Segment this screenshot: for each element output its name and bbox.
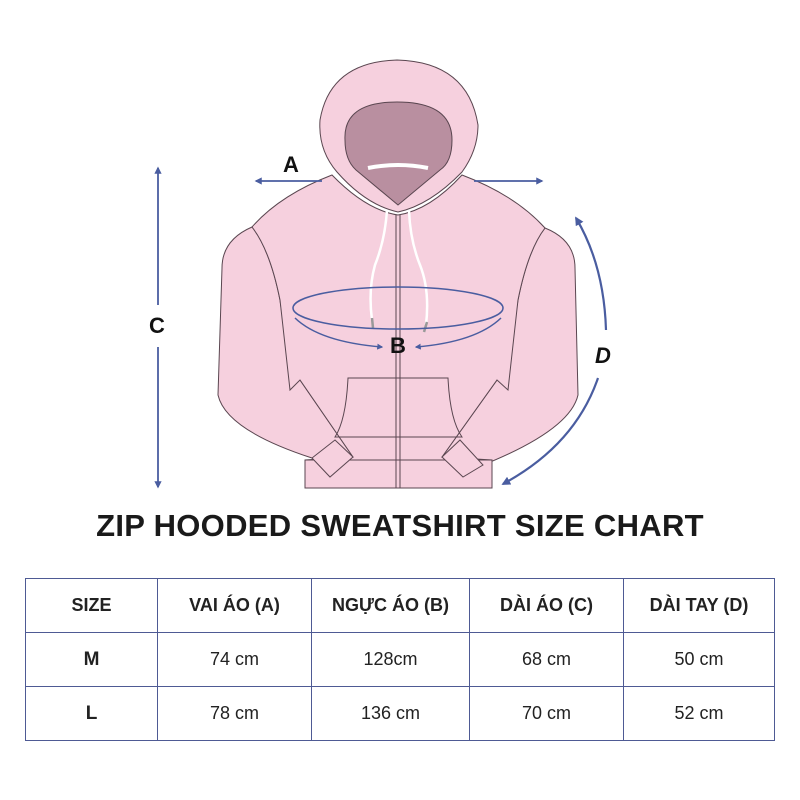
right-cuff	[441, 439, 484, 478]
hoodie-diagram: A B C D	[149, 59, 611, 489]
label-b: B	[390, 333, 406, 358]
header-chest: NGỰC ÁO (B)	[311, 578, 470, 633]
header-size: SIZE	[25, 578, 158, 633]
table-cell: 50 cm	[623, 632, 775, 687]
label-d: D	[595, 343, 611, 368]
left-cuff	[311, 439, 354, 478]
label-a: A	[283, 152, 299, 177]
arrow-b-left	[294, 317, 384, 350]
drawstring-right	[407, 209, 429, 326]
hood-inside	[344, 101, 453, 206]
body	[251, 174, 546, 489]
table-cell: 136 cm	[311, 686, 470, 741]
chest-ellipse	[292, 286, 504, 330]
size-table: SIZE VAI ÁO (A) NGỰC ÁO (B) DÀI ÁO (C) D…	[25, 578, 775, 741]
table-cell: 78 cm	[157, 686, 312, 741]
drawstring-left	[369, 209, 389, 321]
table-cell: 70 cm	[469, 686, 624, 741]
size-cell: M	[25, 632, 158, 687]
header-sleeve: DÀI TAY (D)	[623, 578, 775, 633]
arrow-b-right	[414, 317, 502, 350]
table-cell: 128cm	[311, 632, 470, 687]
table-cell: 52 cm	[623, 686, 775, 741]
table-row: L 78 cm 136 cm 70 cm 52 cm	[25, 686, 775, 741]
neck-band	[367, 163, 429, 170]
header-length: DÀI ÁO (C)	[469, 578, 624, 633]
pocket	[334, 377, 463, 438]
chart-title: ZIP HOODED SWEATSHIRT SIZE CHART	[96, 508, 704, 543]
arrow-d-top	[575, 216, 608, 331]
table-cell: 74 cm	[157, 632, 312, 687]
table-cell: 68 cm	[469, 632, 624, 687]
table-row: M 74 cm 128cm 68 cm 50 cm	[25, 632, 775, 687]
arrow-d-bottom	[501, 377, 600, 485]
table-header-row: SIZE VAI ÁO (A) NGỰC ÁO (B) DÀI ÁO (C) D…	[25, 578, 775, 633]
header-shoulder: VAI ÁO (A)	[157, 578, 312, 633]
size-cell: L	[25, 686, 158, 741]
label-c: C	[149, 313, 165, 338]
